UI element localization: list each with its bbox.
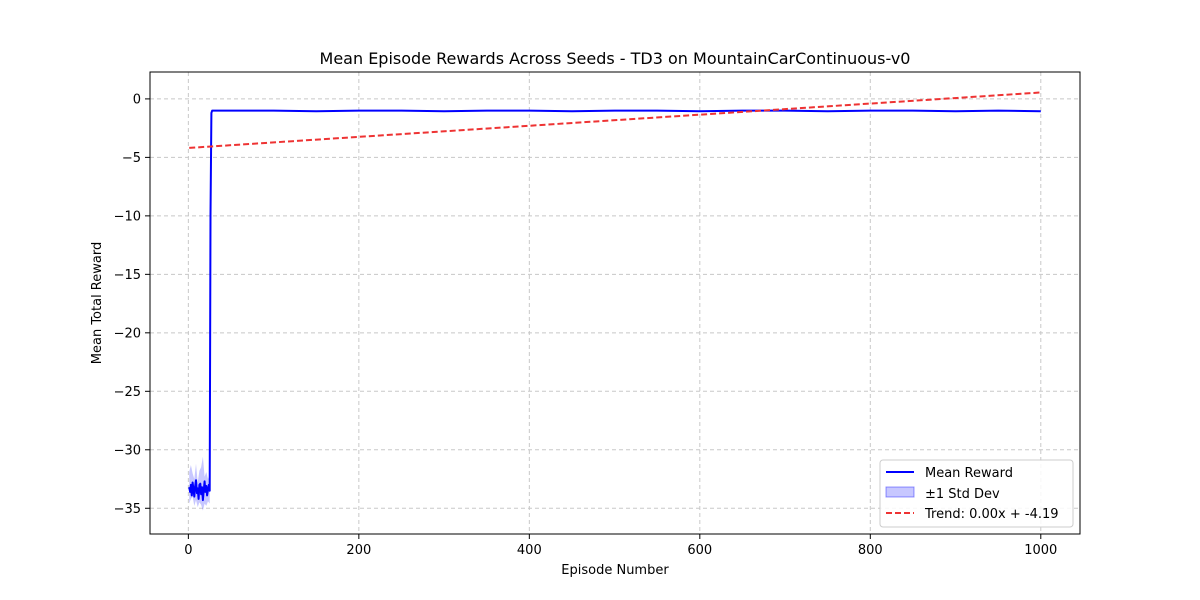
trend-line <box>189 91 1041 149</box>
x-tick-label: 0 <box>184 543 192 558</box>
y-tick-label: −25 <box>114 385 141 400</box>
std-band-layer <box>189 110 212 511</box>
y-axis-ticks: 0 −5 −10 −15 −20 −25 −30 −35 <box>114 92 150 517</box>
chart-title: Mean Episode Rewards Across Seeds - TD3 … <box>320 49 911 68</box>
y-tick-label: −20 <box>114 326 141 341</box>
y-tick-label: −10 <box>114 209 141 224</box>
grid <box>150 72 1080 534</box>
x-tick-label: 600 <box>687 543 712 558</box>
x-axis-ticks: 0 200 400 600 800 1000 <box>184 534 1057 558</box>
y-tick-label: −15 <box>114 268 141 283</box>
y-tick-label: −5 <box>122 151 141 166</box>
legend-mean-label: Mean Reward <box>925 466 1013 481</box>
std-dev-band <box>189 110 212 511</box>
x-tick-label: 1000 <box>1024 543 1057 558</box>
legend-band-label: ±1 Std Dev <box>925 487 1000 502</box>
x-tick-label: 800 <box>858 543 883 558</box>
x-axis-label: Episode Number <box>561 563 669 578</box>
x-tick-label: 200 <box>346 543 371 558</box>
legend-trend-label: Trend: 0.00x + -4.19 <box>924 507 1059 522</box>
y-tick-label: −30 <box>114 443 141 458</box>
y-tick-label: 0 <box>133 92 141 107</box>
plot-frame <box>149 71 1081 535</box>
mean-reward-line <box>188 109 1041 502</box>
y-tick-label: −35 <box>114 502 141 517</box>
legend-band-swatch <box>885 486 915 498</box>
y-axis-label: Mean Total Reward <box>90 242 105 364</box>
legend: Mean Reward ±1 Std Dev Trend: 0.00x + -4… <box>879 459 1074 528</box>
x-tick-label: 400 <box>517 543 542 558</box>
series-layer <box>188 91 1041 502</box>
legend-box <box>879 459 1074 528</box>
